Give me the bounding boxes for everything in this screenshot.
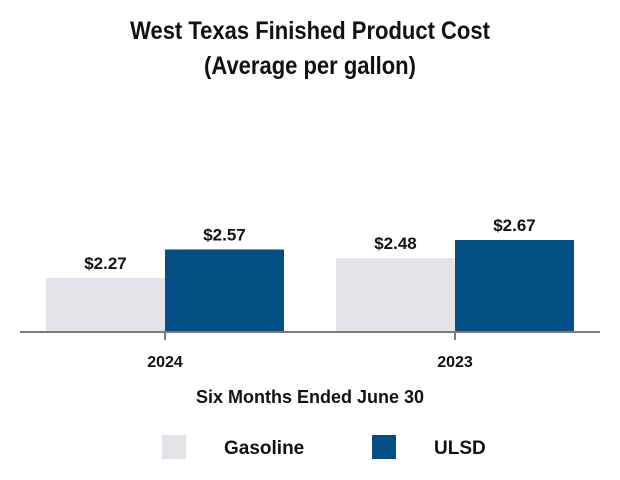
legend-label-gasoline: Gasoline — [224, 438, 304, 459]
data-label-gasoline-2024: $2.27 — [84, 254, 127, 273]
x-axis-title: Six Months Ended June 30 — [196, 387, 424, 407]
chart-title-line2: (Average per gallon) — [204, 52, 416, 80]
bar-ulsd-2023 — [455, 240, 574, 332]
data-label-gasoline-2023: $2.48 — [374, 234, 417, 253]
x-tick-label-2024: 2024 — [147, 354, 183, 371]
bar-gasoline-2023 — [336, 258, 455, 332]
bar-ulsd-2024 — [165, 249, 284, 332]
legend-label-ulsd: ULSD — [434, 438, 486, 459]
x-tick-label-2023: 2023 — [437, 354, 473, 371]
chart-title-line1: West Texas Finished Product Cost — [130, 17, 490, 45]
legend-swatch-gasoline — [162, 435, 186, 459]
data-label-ulsd-2023: $2.67 — [493, 216, 536, 235]
bar-gasoline-2024 — [46, 277, 165, 332]
legend-swatch-ulsd — [372, 435, 396, 459]
data-label-ulsd-2024: $2.57 — [203, 225, 246, 244]
